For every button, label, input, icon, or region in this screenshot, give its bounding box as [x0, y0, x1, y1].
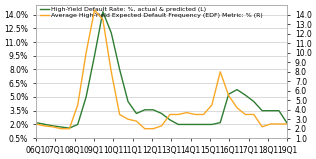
Average High-Yield Expected Default Frequency (EDF) Metric: % (R): (0, 2.5): % (R): (0, 2.5) [34, 123, 38, 125]
High-Yield Default Rate: %, actual & predicted (L): (11.5, 5.3): %, actual & predicted (L): (11.5, 5.3) [227, 93, 231, 95]
High-Yield Default Rate: %, actual & predicted (L): (6.5, 3.6): %, actual & predicted (L): (6.5, 3.6) [143, 109, 147, 111]
Average High-Yield Expected Default Frequency (EDF) Metric: % (R): (3, 10): % (R): (3, 10) [84, 52, 88, 54]
Average High-Yield Expected Default Frequency (EDF) Metric: % (R): (12.5, 3.5): % (R): (12.5, 3.5) [244, 114, 247, 115]
Average High-Yield Expected Default Frequency (EDF) Metric: % (R): (13, 3.5): % (R): (13, 3.5) [252, 114, 256, 115]
High-Yield Default Rate: %, actual & predicted (L): (11, 2.2): %, actual & predicted (L): (11, 2.2) [218, 122, 222, 124]
Average High-Yield Expected Default Frequency (EDF) Metric: % (R): (11, 8): % (R): (11, 8) [218, 71, 222, 73]
Average High-Yield Expected Default Frequency (EDF) Metric: % (R): (8.5, 3.5): % (R): (8.5, 3.5) [176, 114, 180, 115]
Average High-Yield Expected Default Frequency (EDF) Metric: % (R): (4, 13.5): % (R): (4, 13.5) [101, 19, 105, 21]
High-Yield Default Rate: %, actual & predicted (L): (8, 2.5): %, actual & predicted (L): (8, 2.5) [168, 119, 172, 121]
Average High-Yield Expected Default Frequency (EDF) Metric: % (R): (13.5, 2.2): % (R): (13.5, 2.2) [260, 126, 264, 128]
Average High-Yield Expected Default Frequency (EDF) Metric: % (R): (1.5, 2): % (R): (1.5, 2) [59, 128, 63, 130]
Line: High-Yield Default Rate: %, actual & predicted (L): High-Yield Default Rate: %, actual & pre… [36, 12, 287, 128]
High-Yield Default Rate: %, actual & predicted (L): (12, 5.8): %, actual & predicted (L): (12, 5.8) [235, 89, 239, 91]
High-Yield Default Rate: %, actual & predicted (L): (10.5, 2): %, actual & predicted (L): (10.5, 2) [210, 124, 214, 125]
Average High-Yield Expected Default Frequency (EDF) Metric: % (R): (5.5, 3): % (R): (5.5, 3) [126, 118, 130, 120]
Average High-Yield Expected Default Frequency (EDF) Metric: % (R): (9, 3.7): % (R): (9, 3.7) [185, 112, 189, 114]
High-Yield Default Rate: %, actual & predicted (L): (13.5, 3.5): %, actual & predicted (L): (13.5, 3.5) [260, 110, 264, 112]
High-Yield Default Rate: %, actual & predicted (L): (4.5, 12): %, actual & predicted (L): (4.5, 12) [109, 32, 113, 34]
Average High-Yield Expected Default Frequency (EDF) Metric: % (R): (2, 2): % (R): (2, 2) [67, 128, 71, 130]
High-Yield Default Rate: %, actual & predicted (L): (12.5, 5.2): %, actual & predicted (L): (12.5, 5.2) [244, 94, 247, 96]
Line: Average High-Yield Expected Default Frequency (EDF) Metric: % (R): Average High-Yield Expected Default Freq… [36, 10, 287, 129]
Average High-Yield Expected Default Frequency (EDF) Metric: % (R): (15, 2.5): % (R): (15, 2.5) [285, 123, 289, 125]
Average High-Yield Expected Default Frequency (EDF) Metric: % (R): (12, 4.2): % (R): (12, 4.2) [235, 107, 239, 109]
Average High-Yield Expected Default Frequency (EDF) Metric: % (R): (1, 2.2): % (R): (1, 2.2) [51, 126, 54, 128]
High-Yield Default Rate: %, actual & predicted (L): (13, 4.5): %, actual & predicted (L): (13, 4.5) [252, 101, 256, 103]
High-Yield Default Rate: %, actual & predicted (L): (7.5, 3.2): %, actual & predicted (L): (7.5, 3.2) [160, 113, 163, 114]
Average High-Yield Expected Default Frequency (EDF) Metric: % (R): (14.5, 2.5): % (R): (14.5, 2.5) [277, 123, 281, 125]
Average High-Yield Expected Default Frequency (EDF) Metric: % (R): (10.5, 4.5): % (R): (10.5, 4.5) [210, 104, 214, 106]
Average High-Yield Expected Default Frequency (EDF) Metric: % (R): (0.5, 2.3): % (R): (0.5, 2.3) [42, 125, 46, 127]
High-Yield Default Rate: %, actual & predicted (L): (14.5, 3.5): %, actual & predicted (L): (14.5, 3.5) [277, 110, 281, 112]
Average High-Yield Expected Default Frequency (EDF) Metric: % (R): (8, 3.5): % (R): (8, 3.5) [168, 114, 172, 115]
High-Yield Default Rate: %, actual & predicted (L): (3, 5): %, actual & predicted (L): (3, 5) [84, 96, 88, 98]
High-Yield Default Rate: %, actual & predicted (L): (10, 2): %, actual & predicted (L): (10, 2) [202, 124, 205, 125]
Average High-Yield Expected Default Frequency (EDF) Metric: % (R): (10, 3.5): % (R): (10, 3.5) [202, 114, 205, 115]
High-Yield Default Rate: %, actual & predicted (L): (5.5, 4.5): %, actual & predicted (L): (5.5, 4.5) [126, 101, 130, 103]
High-Yield Default Rate: %, actual & predicted (L): (14, 3.5): %, actual & predicted (L): (14, 3.5) [269, 110, 272, 112]
Average High-Yield Expected Default Frequency (EDF) Metric: % (R): (6.5, 2): % (R): (6.5, 2) [143, 128, 147, 130]
High-Yield Default Rate: %, actual & predicted (L): (9.5, 2): %, actual & predicted (L): (9.5, 2) [193, 124, 197, 125]
High-Yield Default Rate: %, actual & predicted (L): (5, 8): %, actual & predicted (L): (5, 8) [118, 69, 122, 70]
Average High-Yield Expected Default Frequency (EDF) Metric: % (R): (5, 3.5): % (R): (5, 3.5) [118, 114, 122, 115]
Average High-Yield Expected Default Frequency (EDF) Metric: % (R): (7.5, 2.3): % (R): (7.5, 2.3) [160, 125, 163, 127]
Average High-Yield Expected Default Frequency (EDF) Metric: % (R): (3.5, 14.5): % (R): (3.5, 14.5) [93, 9, 96, 11]
Legend: High-Yield Default Rate: %, actual & predicted (L), Average High-Yield Expected : High-Yield Default Rate: %, actual & pre… [37, 4, 266, 21]
Average High-Yield Expected Default Frequency (EDF) Metric: % (R): (6, 2.8): % (R): (6, 2.8) [135, 120, 138, 122]
High-Yield Default Rate: %, actual & predicted (L): (6, 3.2): %, actual & predicted (L): (6, 3.2) [135, 113, 138, 114]
High-Yield Default Rate: %, actual & predicted (L): (4, 14.3): %, actual & predicted (L): (4, 14.3) [101, 11, 105, 13]
Average High-Yield Expected Default Frequency (EDF) Metric: % (R): (2.5, 4.5): % (R): (2.5, 4.5) [76, 104, 80, 106]
High-Yield Default Rate: %, actual & predicted (L): (2, 1.6): %, actual & predicted (L): (2, 1.6) [67, 127, 71, 129]
High-Yield Default Rate: %, actual & predicted (L): (8.5, 2): %, actual & predicted (L): (8.5, 2) [176, 124, 180, 125]
Average High-Yield Expected Default Frequency (EDF) Metric: % (R): (11.5, 5.5): % (R): (11.5, 5.5) [227, 95, 231, 97]
High-Yield Default Rate: %, actual & predicted (L): (7, 3.6): %, actual & predicted (L): (7, 3.6) [151, 109, 155, 111]
Average High-Yield Expected Default Frequency (EDF) Metric: % (R): (7, 2): % (R): (7, 2) [151, 128, 155, 130]
Average High-Yield Expected Default Frequency (EDF) Metric: % (R): (4.5, 8): % (R): (4.5, 8) [109, 71, 113, 73]
High-Yield Default Rate: %, actual & predicted (L): (1, 1.85): %, actual & predicted (L): (1, 1.85) [51, 125, 54, 127]
Average High-Yield Expected Default Frequency (EDF) Metric: % (R): (14, 2.5): % (R): (14, 2.5) [269, 123, 272, 125]
High-Yield Default Rate: %, actual & predicted (L): (9, 2): %, actual & predicted (L): (9, 2) [185, 124, 189, 125]
High-Yield Default Rate: %, actual & predicted (L): (3.5, 9.5): %, actual & predicted (L): (3.5, 9.5) [93, 55, 96, 57]
High-Yield Default Rate: %, actual & predicted (L): (2.5, 2): %, actual & predicted (L): (2.5, 2) [76, 124, 80, 125]
High-Yield Default Rate: %, actual & predicted (L): (0, 2.2): %, actual & predicted (L): (0, 2.2) [34, 122, 38, 124]
High-Yield Default Rate: %, actual & predicted (L): (15, 2.1): %, actual & predicted (L): (15, 2.1) [285, 123, 289, 124]
Average High-Yield Expected Default Frequency (EDF) Metric: % (R): (9.5, 3.5): % (R): (9.5, 3.5) [193, 114, 197, 115]
